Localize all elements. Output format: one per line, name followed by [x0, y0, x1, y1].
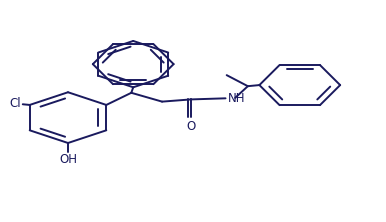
Text: OH: OH [59, 153, 77, 166]
Text: O: O [186, 120, 196, 133]
Text: NH: NH [228, 92, 245, 105]
Text: Cl: Cl [10, 97, 21, 110]
